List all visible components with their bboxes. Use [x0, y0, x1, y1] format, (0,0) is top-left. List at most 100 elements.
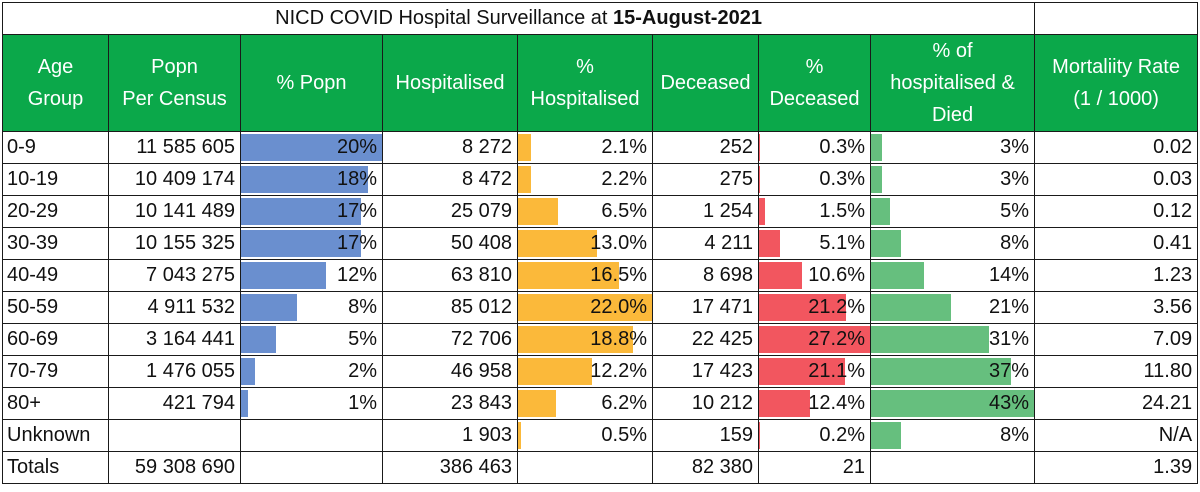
- cell-pct-deceased: 21.2%: [758, 291, 871, 324]
- data-table: NICD COVID Hospital Surveillance at 15-A…: [1, 2, 1199, 484]
- cell-pct-popn: 5%: [240, 323, 383, 356]
- cell-popn: [108, 419, 241, 452]
- header-line: Hospitalised: [530, 88, 640, 110]
- data-bar: [871, 230, 902, 257]
- cell-hospitalised: 50 408: [382, 227, 518, 260]
- data-bar: [241, 358, 256, 385]
- data-bar: [518, 262, 619, 289]
- data-bar: [241, 294, 298, 321]
- cell-pct-hosp: 6.2%: [517, 387, 653, 420]
- cell-pct-popn: 17%: [240, 227, 383, 260]
- header-line: Hospitalised: [395, 72, 505, 94]
- table-row: 70-79 1 476 055 2% 46 958 12.2% 17 423 21.1% 37…: [2, 355, 1199, 388]
- cell-popn: 4 911 532: [108, 291, 241, 324]
- cell-popn: 1 476 055: [108, 355, 241, 388]
- cell-mortality-rate: 0.41: [1034, 227, 1199, 260]
- cell-value: 12.2%: [590, 360, 647, 382]
- cell-pct-deceased: 27.2%: [758, 323, 871, 356]
- header-line: Popn: [151, 56, 198, 78]
- cell-value: 21.1%: [808, 360, 865, 382]
- cell-value: 43%: [989, 392, 1030, 414]
- cell-popn: 11 585 605: [108, 131, 241, 164]
- cell-value: 5.1%: [819, 232, 865, 254]
- data-bar: [759, 422, 761, 449]
- cell-pct-hosp: 13.0%: [517, 227, 653, 260]
- cell-deceased: 275: [652, 163, 759, 196]
- cell-pct-hosp: 2.1%: [517, 131, 653, 164]
- data-bar: [241, 198, 361, 225]
- cell-pct-popn: 18%: [240, 163, 383, 196]
- totals-row: Totals 59 308 690 386 463 82 380 21 1.39: [2, 451, 1199, 484]
- cell-mortality-rate: 7.09: [1034, 323, 1199, 356]
- cell-value: 1.5%: [819, 200, 865, 222]
- cell-age-group: 0-9: [2, 131, 109, 164]
- cell-pct-hosp: 12.2%: [517, 355, 653, 388]
- table-row: 20-29 10 141 489 17% 25 079 6.5% 1 254 1.5% 5% 0…: [2, 195, 1199, 228]
- cell-pct-hosp-died: 31%: [869, 323, 1036, 356]
- cell-pct-hosp: 2.2%: [517, 163, 653, 196]
- cell-hospitalised: 85 012: [382, 291, 518, 324]
- data-bar: [759, 230, 780, 257]
- cell-hospitalised: 25 079: [382, 195, 518, 228]
- cell-age-group: 10-19: [2, 163, 109, 196]
- data-bar: [518, 198, 558, 225]
- header-line: Mortaliity Rate: [1052, 56, 1180, 78]
- data-bar: [871, 294, 951, 321]
- cell-pct-deceased: 0.3%: [758, 163, 871, 196]
- data-bar: [871, 422, 902, 449]
- header-hospitalised: Hospitalised: [382, 34, 518, 132]
- cell-age-group: 40-49: [2, 259, 109, 292]
- cell-popn: 3 164 441: [108, 323, 241, 356]
- header-line: %: [576, 56, 594, 78]
- cell-hospitalised: 72 706: [382, 323, 518, 356]
- totals-mortality-rate: 1.39: [1034, 451, 1199, 484]
- cell-deceased: 8 698: [652, 259, 759, 292]
- cell-value: 3%: [1000, 168, 1030, 190]
- cell-value: 16.5%: [590, 264, 647, 286]
- data-bar: [518, 390, 556, 417]
- data-bar: [759, 358, 846, 385]
- cell-age-group: 20-29: [2, 195, 109, 228]
- cell-pct-popn: 17%: [240, 195, 383, 228]
- cell-value: 5%: [348, 328, 377, 350]
- cell-popn: 10 409 174: [108, 163, 241, 196]
- cell-value: 5%: [1000, 200, 1030, 222]
- cell-popn: 10 141 489: [108, 195, 241, 228]
- cell-mortality-rate: 3.56: [1034, 291, 1199, 324]
- cell-pct-hosp: 0.5%: [517, 419, 653, 452]
- cell-pct-hosp: 16.5%: [517, 259, 653, 292]
- header-mortality: Mortaliity Rate (1 / 1000): [1034, 34, 1199, 132]
- cell-mortality-rate: N/A: [1034, 419, 1199, 452]
- cell-age-group: 60-69: [2, 323, 109, 356]
- cell-deceased: 252: [652, 131, 759, 164]
- cell-pct-hosp: 18.8%: [517, 323, 653, 356]
- cell-pct-hosp: 22.0%: [517, 291, 653, 324]
- header-deceased: Deceased: [652, 34, 759, 132]
- data-bar: [871, 198, 890, 225]
- cell-value: 20%: [336, 136, 377, 158]
- cell-value: 0.3%: [819, 168, 865, 190]
- data-bar: [518, 326, 633, 353]
- cell-pct-popn: [240, 419, 383, 452]
- data-bar: [871, 358, 1012, 385]
- cell-pct-popn: 20%: [240, 131, 383, 164]
- data-bar: [518, 422, 522, 449]
- cell-value: 17%: [336, 232, 377, 254]
- cell-pct-hosp-died: 3%: [869, 163, 1036, 196]
- cell-value: 18.8%: [590, 328, 647, 350]
- cell-pct-deceased: 12.4%: [758, 387, 871, 420]
- data-bar: [759, 294, 846, 321]
- cell-pct-popn: 12%: [240, 259, 383, 292]
- cell-deceased: 1 254: [652, 195, 759, 228]
- cell-hospitalised: 23 843: [382, 387, 518, 420]
- cell-value: 8%: [348, 296, 377, 318]
- cell-value: 6.5%: [601, 200, 647, 222]
- cell-hospitalised: 46 958: [382, 355, 518, 388]
- cell-value: 10.6%: [808, 264, 865, 286]
- data-bar: [759, 198, 766, 225]
- totals-empty: [517, 451, 653, 484]
- data-bar: [759, 262, 803, 289]
- header-pct-hosp-died: % of hospitalised & Died: [869, 34, 1036, 132]
- header-row: Age Group Popn Per Census % Popn Hospitalised…: [2, 34, 1199, 132]
- cell-mortality-rate: 0.03: [1034, 163, 1199, 196]
